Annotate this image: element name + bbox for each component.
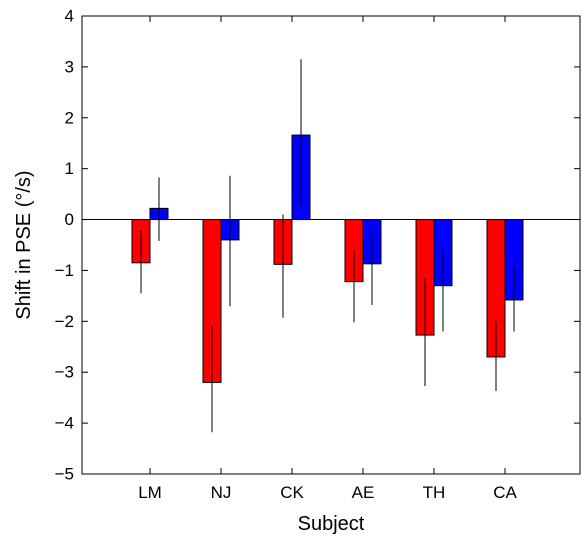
bars-layer bbox=[131, 134, 524, 383]
x-axis-ticks: LM NJ CK AE TH CA bbox=[138, 16, 517, 502]
x-tick-label: NJ bbox=[211, 483, 232, 502]
y-tick-label: −2 bbox=[55, 312, 74, 331]
y-tick-label: 1 bbox=[65, 159, 74, 178]
y-tick-label: 4 bbox=[65, 7, 74, 26]
x-tick-label: LM bbox=[138, 483, 162, 502]
x-tick-label: TH bbox=[423, 483, 446, 502]
plot-area-frame bbox=[81, 15, 581, 475]
x-tick-label: AE bbox=[352, 483, 375, 502]
y-tick-label: −4 bbox=[55, 414, 74, 433]
y-tick-label: 0 bbox=[65, 210, 74, 229]
error-bars-layer bbox=[140, 59, 515, 433]
x-tick-label: CA bbox=[493, 483, 517, 502]
y-tick-label: −3 bbox=[55, 363, 74, 382]
x-tick-label: CK bbox=[280, 483, 304, 502]
y-axis-ticks: 4 3 2 1 0 −1 −2 −3 −4 −5 bbox=[55, 7, 580, 484]
y-tick-label: 2 bbox=[65, 108, 74, 127]
y-tick-label: −5 bbox=[55, 465, 74, 484]
x-axis-label: Subject bbox=[298, 513, 365, 535]
y-tick-label: −1 bbox=[55, 261, 74, 280]
y-axis-label: Shift in PSE (°/s) bbox=[13, 170, 35, 319]
y-tick-label: 3 bbox=[65, 57, 74, 76]
